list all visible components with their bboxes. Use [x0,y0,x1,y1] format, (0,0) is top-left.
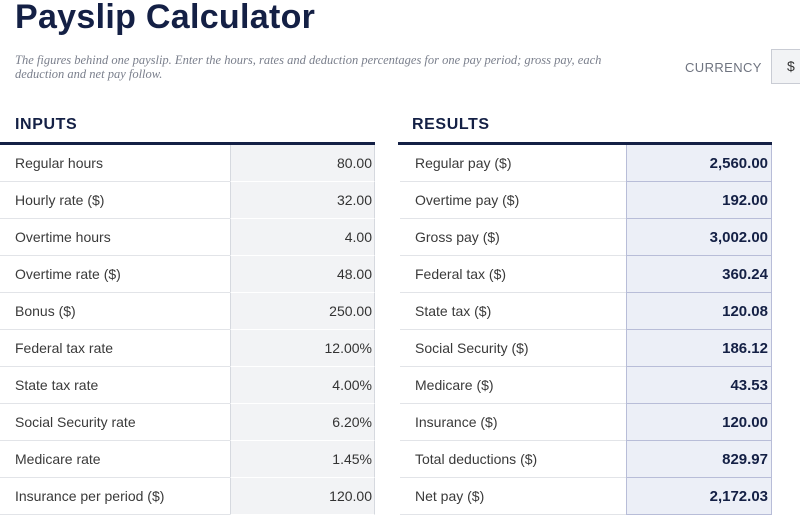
federal-tax-rate-input[interactable]: 12.00% [230,330,375,367]
inputs-heading: INPUTS [15,116,78,133]
input-label: State tax rate [0,367,230,404]
insurance-input[interactable]: 120.00 [230,478,375,515]
insurance-value: 120.00 [626,404,772,441]
result-label: Gross pay ($) [400,219,626,256]
state-tax-value: 120.08 [626,293,772,330]
result-label: Insurance ($) [400,404,626,441]
input-label: Insurance per period ($) [0,478,230,515]
overtime-hours-input[interactable]: 4.00 [230,219,375,256]
results-heading-rule [398,142,772,145]
hourly-rate-input[interactable]: 32.00 [230,182,375,219]
net-pay-value: 2,172.03 [626,478,772,515]
result-label: Federal tax ($) [400,256,626,293]
result-label: Social Security ($) [400,330,626,367]
input-label: Medicare rate [0,441,230,478]
state-tax-rate-input[interactable]: 4.00% [230,367,375,404]
input-label: Hourly rate ($) [0,182,230,219]
input-label: Regular hours [0,145,230,182]
page-description: The figures behind one payslip. Enter th… [15,53,602,81]
overtime-rate-input[interactable]: 48.00 [230,256,375,293]
currency-label: CURRENCY [685,60,762,75]
bonus-input[interactable]: 250.00 [230,293,375,330]
overtime-pay-value: 192.00 [626,182,772,219]
inputs-heading-rule [0,142,375,145]
currency-input[interactable]: $ [771,49,800,84]
result-label: Regular pay ($) [400,145,626,182]
results-heading: RESULTS [412,116,490,133]
result-label: State tax ($) [400,293,626,330]
result-label: Net pay ($) [400,478,626,515]
regular-hours-input[interactable]: 80.00 [230,145,375,182]
input-label: Bonus ($) [0,293,230,330]
federal-tax-value: 360.24 [626,256,772,293]
input-label: Overtime hours [0,219,230,256]
medicare-value: 43.53 [626,367,772,404]
result-label: Overtime pay ($) [400,182,626,219]
total-deductions-value: 829.97 [626,441,772,478]
input-label: Federal tax rate [0,330,230,367]
page-title: Payslip Calculator [15,0,316,36]
result-label: Total deductions ($) [400,441,626,478]
input-label: Overtime rate ($) [0,256,230,293]
result-label: Medicare ($) [400,367,626,404]
social-security-rate-input[interactable]: 6.20% [230,404,375,441]
input-label: Social Security rate [0,404,230,441]
gross-pay-value: 3,002.00 [626,219,772,256]
regular-pay-value: 2,560.00 [626,145,772,182]
social-security-value: 186.12 [626,330,772,367]
medicare-rate-input[interactable]: 1.45% [230,441,375,478]
